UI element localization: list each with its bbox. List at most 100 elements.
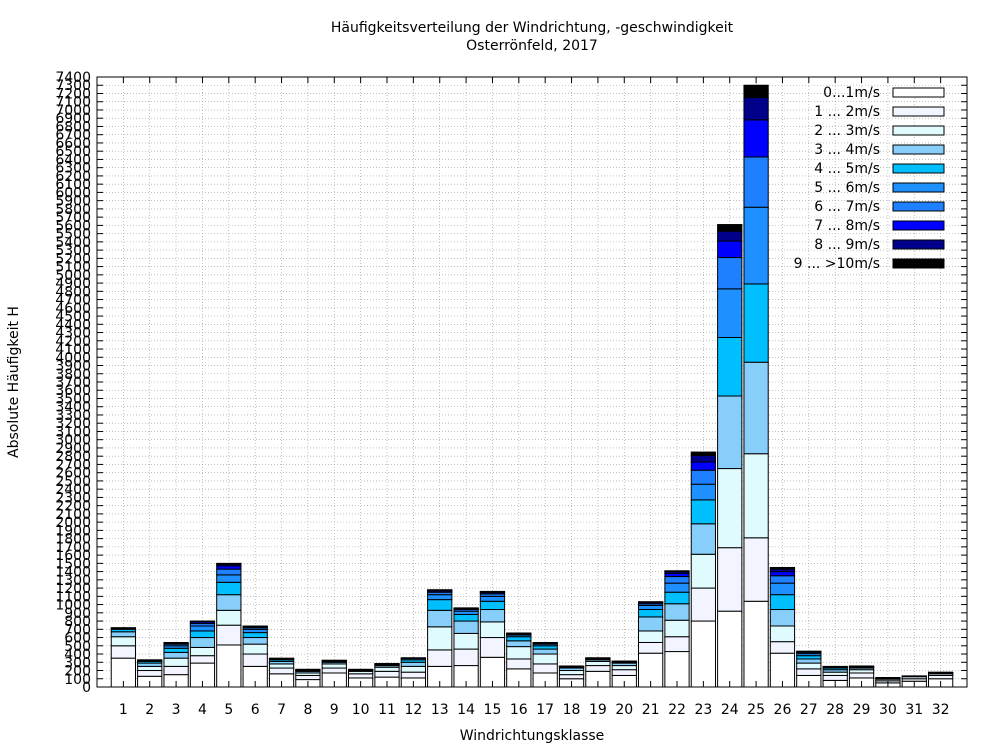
- bar-segment: [163, 665, 189, 676]
- legend-label: 8 ... 9m/s: [814, 237, 880, 253]
- y-tick-label: 3700: [55, 375, 91, 391]
- bar-segment: [769, 566, 796, 570]
- y-tick-label: 900: [64, 606, 91, 622]
- x-tick-label: 6: [251, 702, 260, 718]
- y-tick-label: 5300: [55, 243, 91, 259]
- chart-subtitle: Osterrönfeld, 2017: [466, 38, 598, 54]
- y-tick-label: 2400: [55, 482, 91, 498]
- y-tick-label: 2800: [55, 449, 91, 465]
- legend-swatch: [892, 125, 945, 136]
- x-tick-label: 20: [615, 702, 633, 718]
- legend-swatch: [892, 87, 945, 98]
- y-tick-label: 4600: [55, 301, 91, 317]
- bar-segment: [690, 499, 716, 525]
- bar-segment: [638, 641, 664, 654]
- x-tick-label: 21: [642, 702, 660, 718]
- legend-label: 3 ... 4m/s: [814, 142, 880, 158]
- y-tick-label: 4000: [55, 350, 91, 366]
- y-tick-label: 100: [64, 672, 91, 688]
- y-axis-ticks: 0100200300400500600700800900100011001200…: [55, 70, 967, 696]
- y-tick-label: 6200: [55, 169, 91, 185]
- bar-segment: [769, 641, 796, 654]
- y-tick-label: 600: [64, 631, 91, 647]
- bar-segment: [743, 361, 769, 455]
- bar-segment: [796, 662, 822, 670]
- bar-segment: [453, 632, 479, 650]
- x-tick-label: 23: [694, 702, 712, 718]
- bar-segment: [374, 666, 400, 672]
- bar-segment: [558, 674, 585, 680]
- legend-swatch: [892, 258, 945, 269]
- bar-segment: [769, 582, 796, 596]
- y-tick-label: 4200: [55, 334, 91, 350]
- x-tick-label: 10: [352, 702, 370, 718]
- bar-segment: [743, 600, 769, 688]
- bar-segment: [717, 336, 743, 397]
- legend-label: 1 ... 2m/s: [814, 104, 880, 120]
- x-tick-label: 32: [932, 702, 950, 718]
- bar-segment: [769, 571, 796, 577]
- x-tick-label: 27: [800, 702, 818, 718]
- y-tick-label: 1200: [55, 581, 91, 597]
- y-tick-label: 2000: [55, 515, 91, 531]
- bar-segment: [216, 581, 242, 596]
- bar-segment: [743, 119, 769, 158]
- x-tick-label: 31: [905, 702, 923, 718]
- legend-swatch: [892, 144, 945, 155]
- y-tick-label: 5900: [55, 194, 91, 210]
- legend-label: 2 ... 3m/s: [814, 123, 880, 139]
- bar-segment: [400, 665, 426, 673]
- x-tick-label: 14: [457, 702, 475, 718]
- bar-segment: [348, 673, 374, 679]
- y-tick-label: 4700: [55, 293, 91, 309]
- bar-segment: [611, 665, 637, 671]
- y-tick-label: 800: [64, 614, 91, 630]
- bar-segment: [506, 658, 532, 670]
- x-tick-label: 3: [172, 702, 181, 718]
- bar-segment: [242, 653, 268, 667]
- bar-segment: [769, 625, 796, 643]
- bar-segment: [743, 84, 769, 99]
- x-tick-label: 17: [536, 702, 554, 718]
- bar-segment: [321, 667, 347, 674]
- bar-segment: [242, 637, 268, 645]
- bar-segment: [295, 674, 321, 681]
- y-tick-label: 7000: [55, 103, 91, 119]
- bar-segment: [427, 649, 453, 667]
- bar-segment: [717, 395, 743, 470]
- bar-segment: [427, 594, 453, 601]
- bar-segment: [638, 604, 664, 611]
- y-tick-label: 7100: [55, 95, 91, 111]
- y-tick-label: 3900: [55, 359, 91, 375]
- bar-segment: [664, 582, 690, 593]
- bar-segment: [216, 574, 242, 583]
- bar-segment: [690, 451, 716, 456]
- bar-segment: [137, 670, 163, 677]
- x-tick-label: 8: [303, 702, 312, 718]
- bar-segment: [769, 594, 796, 611]
- bar-segment: [664, 591, 690, 605]
- y-tick-label: 2500: [55, 474, 91, 490]
- x-tick-label: 1: [119, 702, 128, 718]
- legend-label: 5 ... 6m/s: [814, 180, 880, 196]
- bar-segment: [110, 636, 136, 647]
- bar-segment: [796, 658, 822, 664]
- bar-segment: [585, 660, 611, 667]
- bar-segment: [479, 621, 506, 639]
- y-tick-label: 2700: [55, 457, 91, 473]
- bar-segment: [690, 461, 716, 471]
- bar-segment: [690, 523, 716, 555]
- bar-segment: [585, 665, 611, 672]
- x-tick-label: 26: [774, 702, 792, 718]
- bar-segment: [743, 156, 769, 208]
- y-tick-label: 3600: [55, 383, 91, 399]
- y-tick-label: 6500: [55, 144, 91, 160]
- bar-segment: [743, 453, 769, 539]
- bar-segment: [690, 469, 716, 485]
- bar-segment: [743, 206, 769, 285]
- y-tick-label: 3500: [55, 391, 91, 407]
- bar-segment: [506, 636, 532, 642]
- y-tick-label: 5400: [55, 235, 91, 251]
- y-tick-label: 0: [82, 680, 91, 696]
- bar-segment: [189, 646, 216, 657]
